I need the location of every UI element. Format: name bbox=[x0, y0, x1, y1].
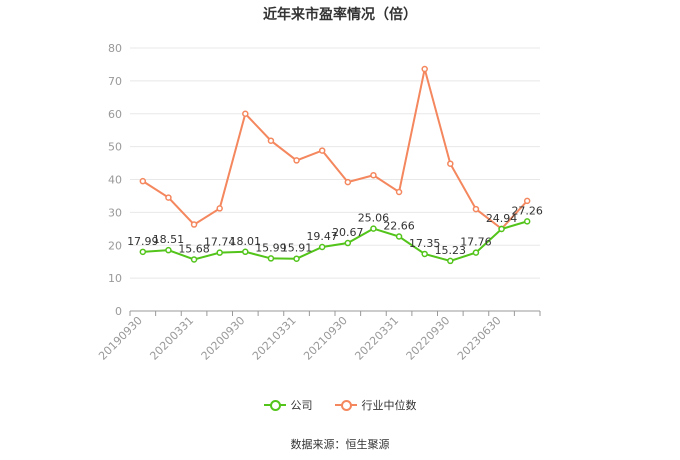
industry-data-point bbox=[190, 221, 198, 228]
company-data-label: 19.47 bbox=[306, 230, 338, 243]
industry-data-point bbox=[447, 160, 454, 167]
company-data-label: 18.51 bbox=[153, 233, 185, 246]
company-data-label: 15.99 bbox=[255, 241, 287, 254]
legend-item-industry[interactable]: 行业中位数 bbox=[334, 397, 417, 413]
company-data-label: 17.35 bbox=[409, 237, 441, 250]
y-tick-label: 80 bbox=[108, 42, 122, 55]
company-data-point bbox=[293, 255, 300, 262]
industry-data-point bbox=[370, 171, 377, 179]
data-source-note: 数据来源：恒生聚源 bbox=[290, 438, 390, 451]
y-tick-label: 30 bbox=[108, 206, 122, 219]
legend-item-company[interactable]: 公司 bbox=[263, 397, 313, 413]
company-data-point bbox=[165, 246, 172, 254]
industry-data-point bbox=[472, 205, 480, 213]
company-data-label: 15.23 bbox=[435, 244, 467, 257]
x-tick-label: 20200930 bbox=[199, 314, 248, 363]
industry-data-point bbox=[318, 147, 326, 154]
y-tick-label: 50 bbox=[108, 141, 122, 154]
legend-industry-swatch-icon bbox=[334, 399, 357, 411]
y-tick-label: 20 bbox=[108, 239, 122, 252]
company-data-label: 20.67 bbox=[332, 226, 364, 239]
legend-company-label: 公司 bbox=[290, 399, 313, 412]
x-tick-label: 20210930 bbox=[301, 314, 350, 363]
company-data-label: 17.99 bbox=[127, 235, 159, 248]
x-tick-label: 20200331 bbox=[147, 314, 196, 363]
industry-data-point bbox=[242, 110, 249, 117]
x-tick-label: 20220331 bbox=[352, 314, 401, 363]
company-data-point bbox=[498, 225, 505, 233]
company-data-label: 15.91 bbox=[281, 242, 313, 255]
industry-data-point bbox=[395, 188, 403, 196]
y-tick-label: 70 bbox=[108, 75, 122, 88]
industry-data-point bbox=[139, 177, 147, 185]
industry-data-point bbox=[344, 178, 352, 186]
x-tick-label: 20230630 bbox=[455, 314, 504, 363]
company-data-label: 17.74 bbox=[204, 236, 236, 249]
x-tick-label: 20210331 bbox=[250, 314, 299, 363]
company-data-label: 17.76 bbox=[460, 236, 492, 249]
industry-data-point bbox=[523, 197, 531, 205]
company-data-point bbox=[421, 250, 428, 258]
company-data-point bbox=[370, 225, 377, 232]
company-data-label: 27.26 bbox=[511, 204, 543, 217]
legend-company-swatch-icon bbox=[263, 399, 286, 411]
y-tick-label: 10 bbox=[108, 272, 122, 285]
industry-data-point bbox=[165, 194, 172, 201]
company-data-point bbox=[447, 257, 454, 265]
company-data-point bbox=[395, 233, 403, 240]
company-data-point bbox=[472, 249, 480, 256]
legend: 公司 行业中位数 bbox=[0, 397, 680, 413]
company-data-label: 18.01 bbox=[230, 235, 262, 248]
company-data-label: 22.66 bbox=[383, 220, 415, 233]
company-data-point bbox=[267, 255, 275, 262]
industry-data-point bbox=[421, 65, 428, 73]
company-data-label: 24.94 bbox=[486, 212, 518, 225]
chart-title: 近年来市盈率情况（倍） bbox=[263, 7, 417, 23]
company-data-label: 15.68 bbox=[178, 242, 210, 255]
y-tick-label: 40 bbox=[108, 174, 122, 187]
company-series-line bbox=[142, 220, 528, 262]
company-data-point bbox=[216, 249, 223, 256]
company-data-label: 25.06 bbox=[358, 212, 390, 225]
company-data-point bbox=[523, 218, 531, 225]
y-tick-label: 0 bbox=[115, 305, 122, 318]
x-tick-label: 20190930 bbox=[96, 314, 145, 363]
company-data-point bbox=[318, 243, 326, 251]
company-data-point bbox=[242, 248, 249, 256]
y-tick-label: 60 bbox=[108, 108, 122, 121]
company-data-point bbox=[344, 239, 352, 247]
industry-series-line bbox=[142, 68, 528, 231]
company-data-point bbox=[190, 256, 198, 263]
industry-data-point bbox=[267, 137, 275, 144]
x-tick-label: 20220930 bbox=[404, 314, 453, 363]
industry-data-point bbox=[293, 157, 300, 164]
industry-data-point bbox=[216, 205, 223, 212]
legend-industry-label: 行业中位数 bbox=[361, 399, 417, 412]
company-data-point bbox=[139, 248, 147, 256]
